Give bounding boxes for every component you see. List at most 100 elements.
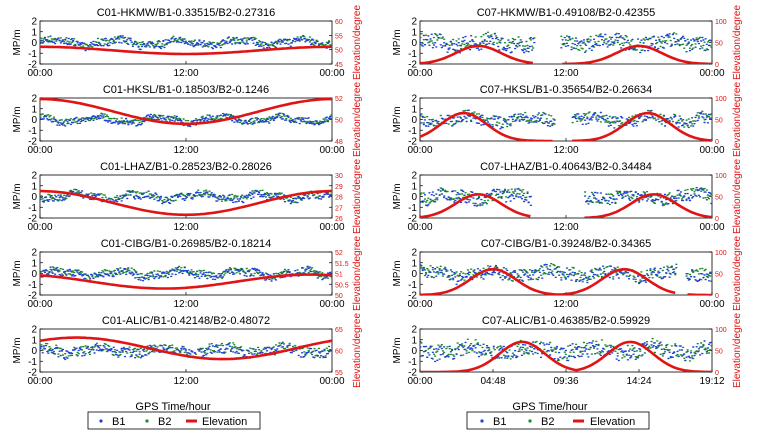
x-tick-label: 00:00 — [319, 68, 344, 79]
y-tick-label: 0 — [31, 192, 37, 203]
x-tick-label: 00:00 — [407, 145, 432, 156]
plot-area — [40, 336, 332, 361]
chart-panel: C07-ALIC/B1-0.46385/B2-0.59929210-1-2MP/… — [392, 313, 743, 388]
b1-points — [40, 342, 332, 361]
elev-tick-label: 30 — [335, 173, 343, 180]
y-tick-label: 0 — [411, 192, 417, 203]
elev-tick-label: 26 — [335, 216, 343, 223]
elev-tick-label: 50 — [715, 41, 723, 48]
chart-title: C07-ALIC/B1-0.46385/B2-0.59929 — [482, 315, 650, 327]
y-axis-label: MP/m — [392, 183, 403, 209]
y-tick-label: 2 — [411, 325, 417, 336]
y-tick-label: -1 — [408, 280, 417, 291]
y-axis-label: MP/m — [12, 260, 23, 286]
y-tick-label: -2 — [408, 137, 417, 148]
elev-tick-label: 48 — [335, 139, 343, 146]
x-tick-label: 00:00 — [699, 145, 724, 156]
b1-points — [420, 263, 712, 285]
legend-b2-marker — [528, 419, 532, 423]
elev-axis-label: Elevation/degree — [732, 5, 743, 80]
chart-panel: C01-CIBG/B1-0.26985/B2-0.18214 210-1-2 MP/… — [12, 236, 363, 311]
elevation-line — [40, 336, 332, 361]
elev-tick-label: 50 — [715, 195, 723, 202]
plot-area — [420, 109, 712, 141]
chart-panel: C01-HKSL/B1-0.18503/B2-0.1246 210-1-2 MP/m… — [12, 82, 363, 157]
elev-tick-label: 100 — [715, 250, 727, 257]
elev-tick-label: 100 — [715, 327, 727, 334]
elev-tick-label: 50 — [335, 293, 343, 300]
plot-area — [40, 35, 332, 56]
x-tick-label: 04:48 — [480, 376, 505, 387]
elev-tick-label: 50 — [715, 118, 723, 125]
x-tick-label: 12:00 — [553, 222, 578, 233]
elev-tick-label: 60 — [335, 349, 343, 356]
y-tick-label: -2 — [408, 214, 417, 225]
y-tick-label: -2 — [28, 60, 37, 71]
legend-b2-label: B2 — [541, 416, 554, 428]
elevation-line — [420, 193, 712, 218]
chart-title: C01-CIBG/B1-0.26985/B2-0.18214 — [101, 238, 272, 250]
plot-area — [40, 98, 332, 128]
elev-tick-label: 50.5 — [335, 282, 349, 289]
elev-tick-label: 100 — [715, 173, 727, 180]
x-tick-label: 12:00 — [173, 299, 198, 310]
x-tick-label: 00:00 — [699, 222, 724, 233]
elev-axis-label: Elevation/degree — [352, 5, 363, 80]
elev-tick-label: 52 — [335, 96, 343, 103]
elev-tick-label: 0 — [715, 293, 719, 300]
b1-points — [420, 109, 712, 130]
elev-tick-label: 55 — [335, 370, 343, 377]
elev-tick-label: 0 — [715, 62, 719, 69]
y-axis-label: MP/m — [12, 183, 23, 209]
y-tick-label: 0 — [31, 269, 37, 280]
y-tick-label: 1 — [411, 258, 417, 269]
y-axis-label: MP/m — [12, 106, 23, 132]
y-tick-label: -2 — [408, 60, 417, 71]
elev-tick-label: 100 — [715, 96, 727, 103]
y-tick-label: 2 — [31, 94, 37, 105]
y-tick-label: 1 — [31, 104, 37, 115]
elev-axis-label: Elevation/degree — [732, 313, 743, 388]
x-tick-label: 09:36 — [553, 376, 578, 387]
elev-tick-label: 52 — [335, 250, 343, 257]
y-tick-label: -1 — [408, 357, 417, 368]
legend-b2-label: B2 — [158, 416, 171, 428]
legend-elev-label: Elevation — [202, 416, 247, 428]
b1-points — [40, 35, 332, 52]
y-tick-label: 0 — [31, 38, 37, 49]
elev-tick-label: 51.5 — [335, 261, 349, 268]
chart-panel: C07-LHAZ/B1-0.40643/B2-0.34484210-1-2MP/… — [392, 159, 743, 234]
y-tick-label: -2 — [408, 291, 417, 302]
legend-left: B1 B2 Elevation — [87, 411, 261, 430]
elevation-line — [40, 189, 332, 217]
elev-tick-label: 50 — [335, 48, 343, 55]
y-tick-label: -2 — [28, 291, 37, 302]
y-tick-label: 2 — [31, 248, 37, 259]
y-tick-label: -1 — [28, 49, 37, 60]
elevation-line — [40, 273, 332, 290]
legend-b1-marker — [480, 419, 484, 423]
y-tick-label: 0 — [31, 115, 37, 126]
plot-area — [420, 337, 712, 372]
x-tick-label: 12:00 — [173, 145, 198, 156]
x-tick-label: 00:00 — [319, 299, 344, 310]
chart-panel: C07-HKSL/B1-0.35654/B2-0.26634210-1-2MP/… — [392, 82, 743, 157]
elev-tick-label: 50 — [715, 272, 723, 279]
y-tick-label: 0 — [411, 269, 417, 280]
chart-title: C01-ALIC/B1-0.42148/B2-0.48072 — [102, 315, 270, 327]
legend-right: B1 B2 Elevation — [466, 411, 650, 430]
elev-tick-label: 28 — [335, 195, 343, 202]
y-tick-label: -2 — [28, 214, 37, 225]
x-tick-label: 12:00 — [173, 68, 198, 79]
chart-title: C01-HKSL/B1-0.18503/B2-0.1246 — [103, 84, 269, 96]
elevation-line — [40, 45, 332, 56]
elev-tick-label: 100 — [715, 19, 727, 26]
elev-tick-label: 51 — [335, 272, 343, 279]
elevation-line — [420, 111, 712, 141]
y-tick-label: 0 — [411, 115, 417, 126]
panels: C01-HKMW/B1-0.33515/B2-0.27316210-1-2MP/… — [12, 5, 743, 388]
y-tick-label: 2 — [31, 171, 37, 182]
elev-tick-label: 0 — [715, 139, 719, 146]
y-tick-label: 2 — [411, 171, 417, 182]
elev-axis-label: Elevation/degree — [732, 159, 743, 234]
